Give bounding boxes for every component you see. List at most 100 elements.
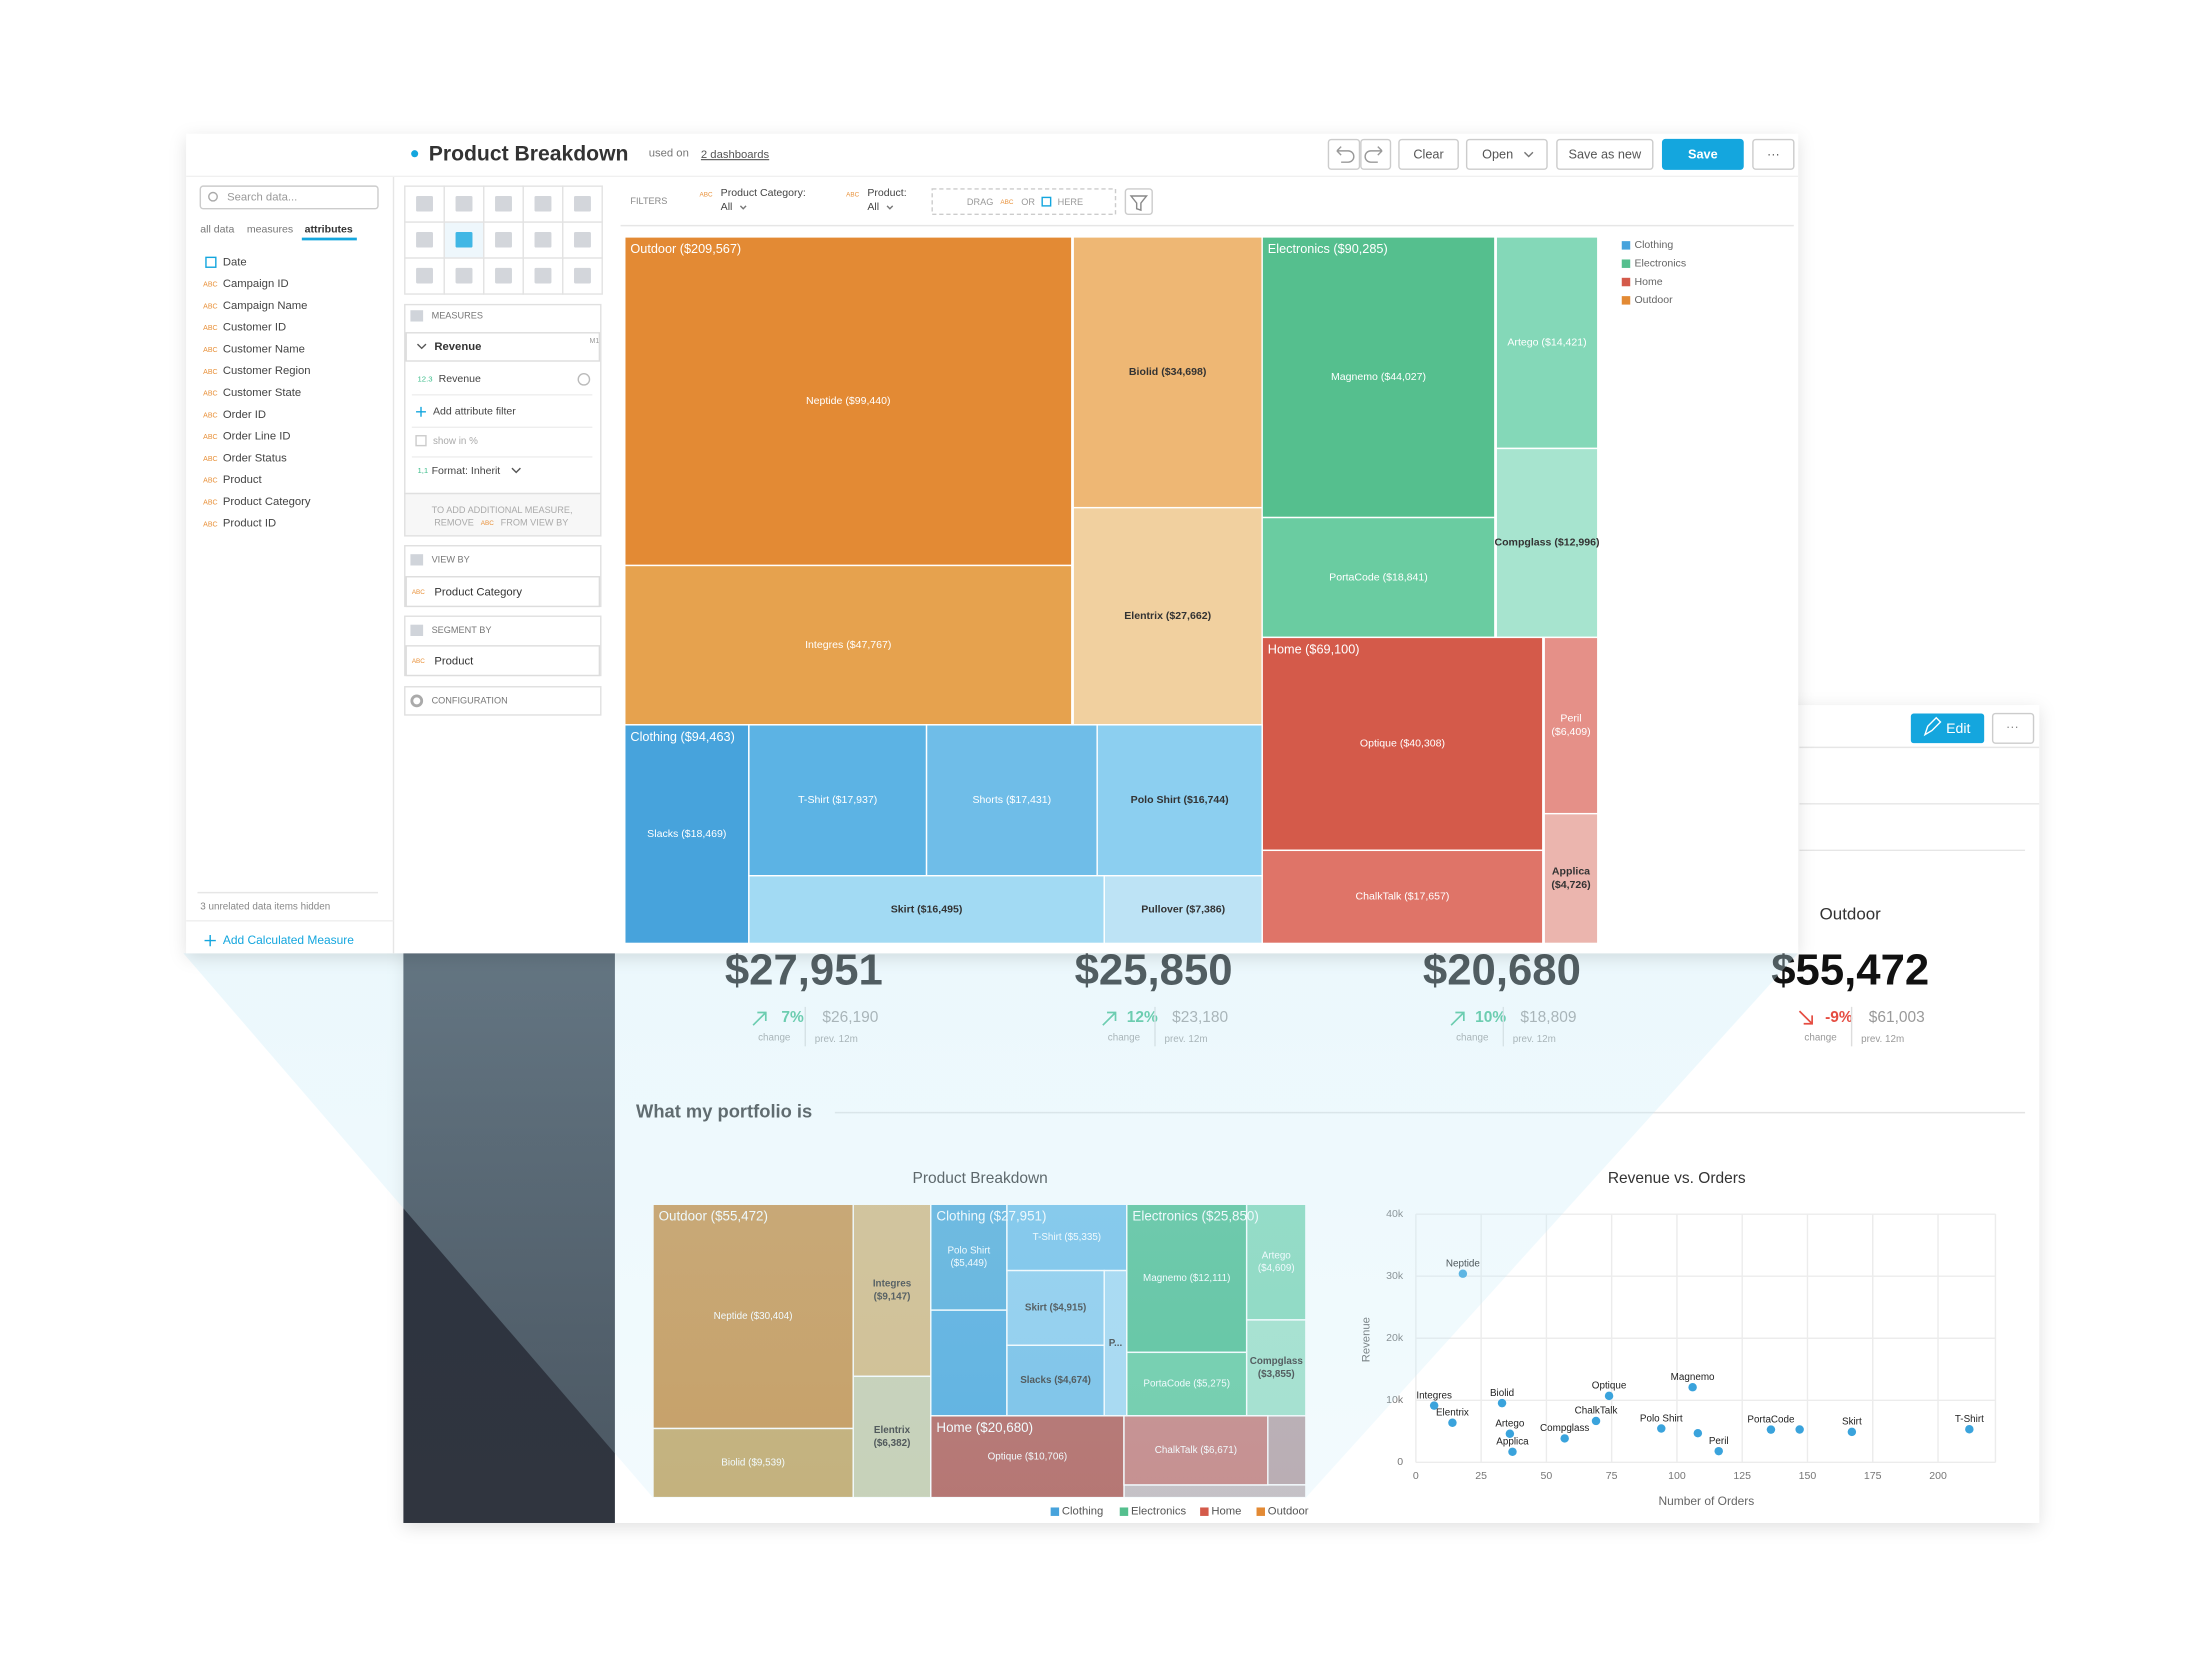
x-tick-label: 175 — [1864, 1470, 1882, 1482]
button-label[interactable]: Clear — [1413, 147, 1444, 161]
catalog-item[interactable]: Product — [223, 474, 263, 486]
chevron — [739, 205, 747, 210]
x-tick-label: 100 — [1668, 1470, 1686, 1482]
legend-swatch — [1621, 259, 1631, 268]
attribute-badge: ABC — [203, 282, 218, 289]
catalog-item[interactable]: Customer ID — [223, 322, 286, 334]
catalog-item[interactable]: Product Category — [223, 496, 311, 508]
undo-button[interactable] — [1327, 138, 1361, 170]
format-dropdown[interactable]: Format: Inherit — [432, 465, 501, 477]
cell-label: Elentrix ($27,662) — [1124, 610, 1211, 622]
attribute-badge: ABC — [481, 520, 494, 527]
edit-button[interactable] — [1910, 713, 1985, 744]
catalog-item[interactable]: Product ID — [223, 518, 276, 530]
catalog-item[interactable]: Customer State — [223, 387, 301, 399]
tab[interactable]: attributes — [305, 224, 353, 236]
point — [1965, 1425, 1974, 1434]
point-label: Applica — [1496, 1437, 1529, 1448]
catalog-item[interactable]: Order ID — [223, 409, 266, 421]
catalog-item[interactable]: Order Line ID — [223, 431, 291, 443]
catalog-item[interactable]: Campaign Name — [223, 300, 308, 312]
drop-hint: DRAG — [967, 197, 993, 207]
tab[interactable]: measures — [247, 224, 293, 236]
measure-detail: Revenue — [439, 373, 481, 385]
checkbox[interactable] — [415, 435, 427, 447]
group-label: Home ($69,100) — [1268, 642, 1360, 656]
catalog-item[interactable]: Customer Region — [223, 365, 311, 377]
hint: REMOVE — [434, 518, 474, 528]
legend-label: Electronics — [1131, 1506, 1186, 1518]
treemap-cell — [1543, 812, 1599, 945]
filter-label[interactable]: Product: — [867, 187, 906, 199]
button-label[interactable]: ··· — [1767, 147, 1780, 161]
trend-arrow — [1798, 1010, 1813, 1025]
cell-label: Applica — [1552, 866, 1590, 878]
filter-value[interactable]: All — [867, 201, 879, 213]
zoom-wedge — [183, 953, 1799, 1498]
catalog-item[interactable]: Order Status — [223, 452, 287, 464]
open-button[interactable] — [1465, 138, 1548, 170]
more-button[interactable] — [1752, 138, 1795, 170]
bucket-item[interactable] — [405, 645, 601, 677]
filters-label: FILTERS — [630, 196, 667, 206]
point — [1693, 1428, 1703, 1438]
add-calculated-link[interactable]: Add Calculated Measure — [223, 933, 354, 947]
catalog-item[interactable]: Campaign ID — [223, 278, 289, 290]
catalog-item[interactable]: Customer Name — [223, 343, 305, 355]
legend-label: Clothing — [1062, 1506, 1103, 1518]
bucket-item-label: Product Category — [434, 586, 522, 598]
chevron — [886, 205, 894, 210]
point — [1505, 1429, 1515, 1438]
attribute-badge: ABC — [700, 191, 713, 198]
viz-type-button[interactable] — [522, 257, 564, 295]
tab[interactable]: all data — [200, 224, 234, 236]
legend-label: Electronics — [1634, 257, 1686, 269]
more-button[interactable] — [1991, 712, 2035, 744]
attribute-badge: ABC — [412, 658, 425, 665]
point-label: Peril — [1709, 1436, 1729, 1447]
used-on: used on — [649, 148, 689, 160]
legend-label: Clothing — [1634, 239, 1673, 251]
cell-label: Biolid ($34,698) — [1129, 366, 1207, 378]
viz-type-icon — [574, 196, 591, 212]
filter-label[interactable]: Product Category: — [721, 187, 806, 199]
bucket-title: CONFIGURATION — [432, 695, 508, 705]
point — [1497, 1398, 1507, 1408]
attribute-badge: ABC — [203, 456, 218, 463]
button-label[interactable]: Save — [1688, 147, 1718, 161]
viz-type-icon — [495, 231, 512, 248]
save-button[interactable] — [1661, 138, 1744, 170]
button-label[interactable]: Open — [1482, 147, 1513, 161]
point-label: Polo Shirt — [1640, 1413, 1683, 1424]
dashboards-link[interactable]: 2 dashboards — [701, 149, 770, 161]
more-label[interactable]: ··· — [2006, 720, 2019, 734]
cell-label: Magnemo ($44,027) — [1331, 371, 1426, 383]
add-filter[interactable]: Add attribute filter — [433, 406, 516, 418]
search-icon — [208, 191, 218, 202]
filter-button[interactable] — [1124, 188, 1153, 216]
edit-label[interactable]: Edit — [1946, 720, 1970, 736]
attribute-badge: ABC — [203, 303, 218, 310]
bucket-item[interactable] — [405, 576, 601, 608]
button-label[interactable]: Save as new — [1569, 147, 1642, 161]
x-tick-label: 200 — [1929, 1470, 1947, 1482]
measure-item[interactable] — [405, 332, 601, 362]
save-as-new-button[interactable] — [1556, 138, 1654, 170]
legend-label: Home — [1211, 1506, 1241, 1518]
viz-type-icon — [534, 196, 552, 212]
filter-value[interactable]: All — [721, 201, 733, 213]
catalog-item[interactable]: Date — [223, 256, 247, 268]
clear-button[interactable] — [1398, 138, 1459, 170]
search-box[interactable] — [199, 185, 379, 210]
point — [1604, 1391, 1614, 1401]
viz-type-icon — [416, 196, 433, 212]
attribute-badge: ABC — [203, 478, 218, 485]
measure-name: Revenue — [434, 341, 481, 353]
attribute-badge: ABC — [203, 325, 218, 332]
configuration-bucket[interactable] — [404, 686, 602, 716]
viz-type-icon — [455, 267, 473, 284]
point-label: Artego — [1495, 1418, 1525, 1429]
point — [1429, 1401, 1439, 1410]
show-in-percent: show in % — [433, 436, 478, 447]
bucket-icon — [410, 624, 424, 636]
